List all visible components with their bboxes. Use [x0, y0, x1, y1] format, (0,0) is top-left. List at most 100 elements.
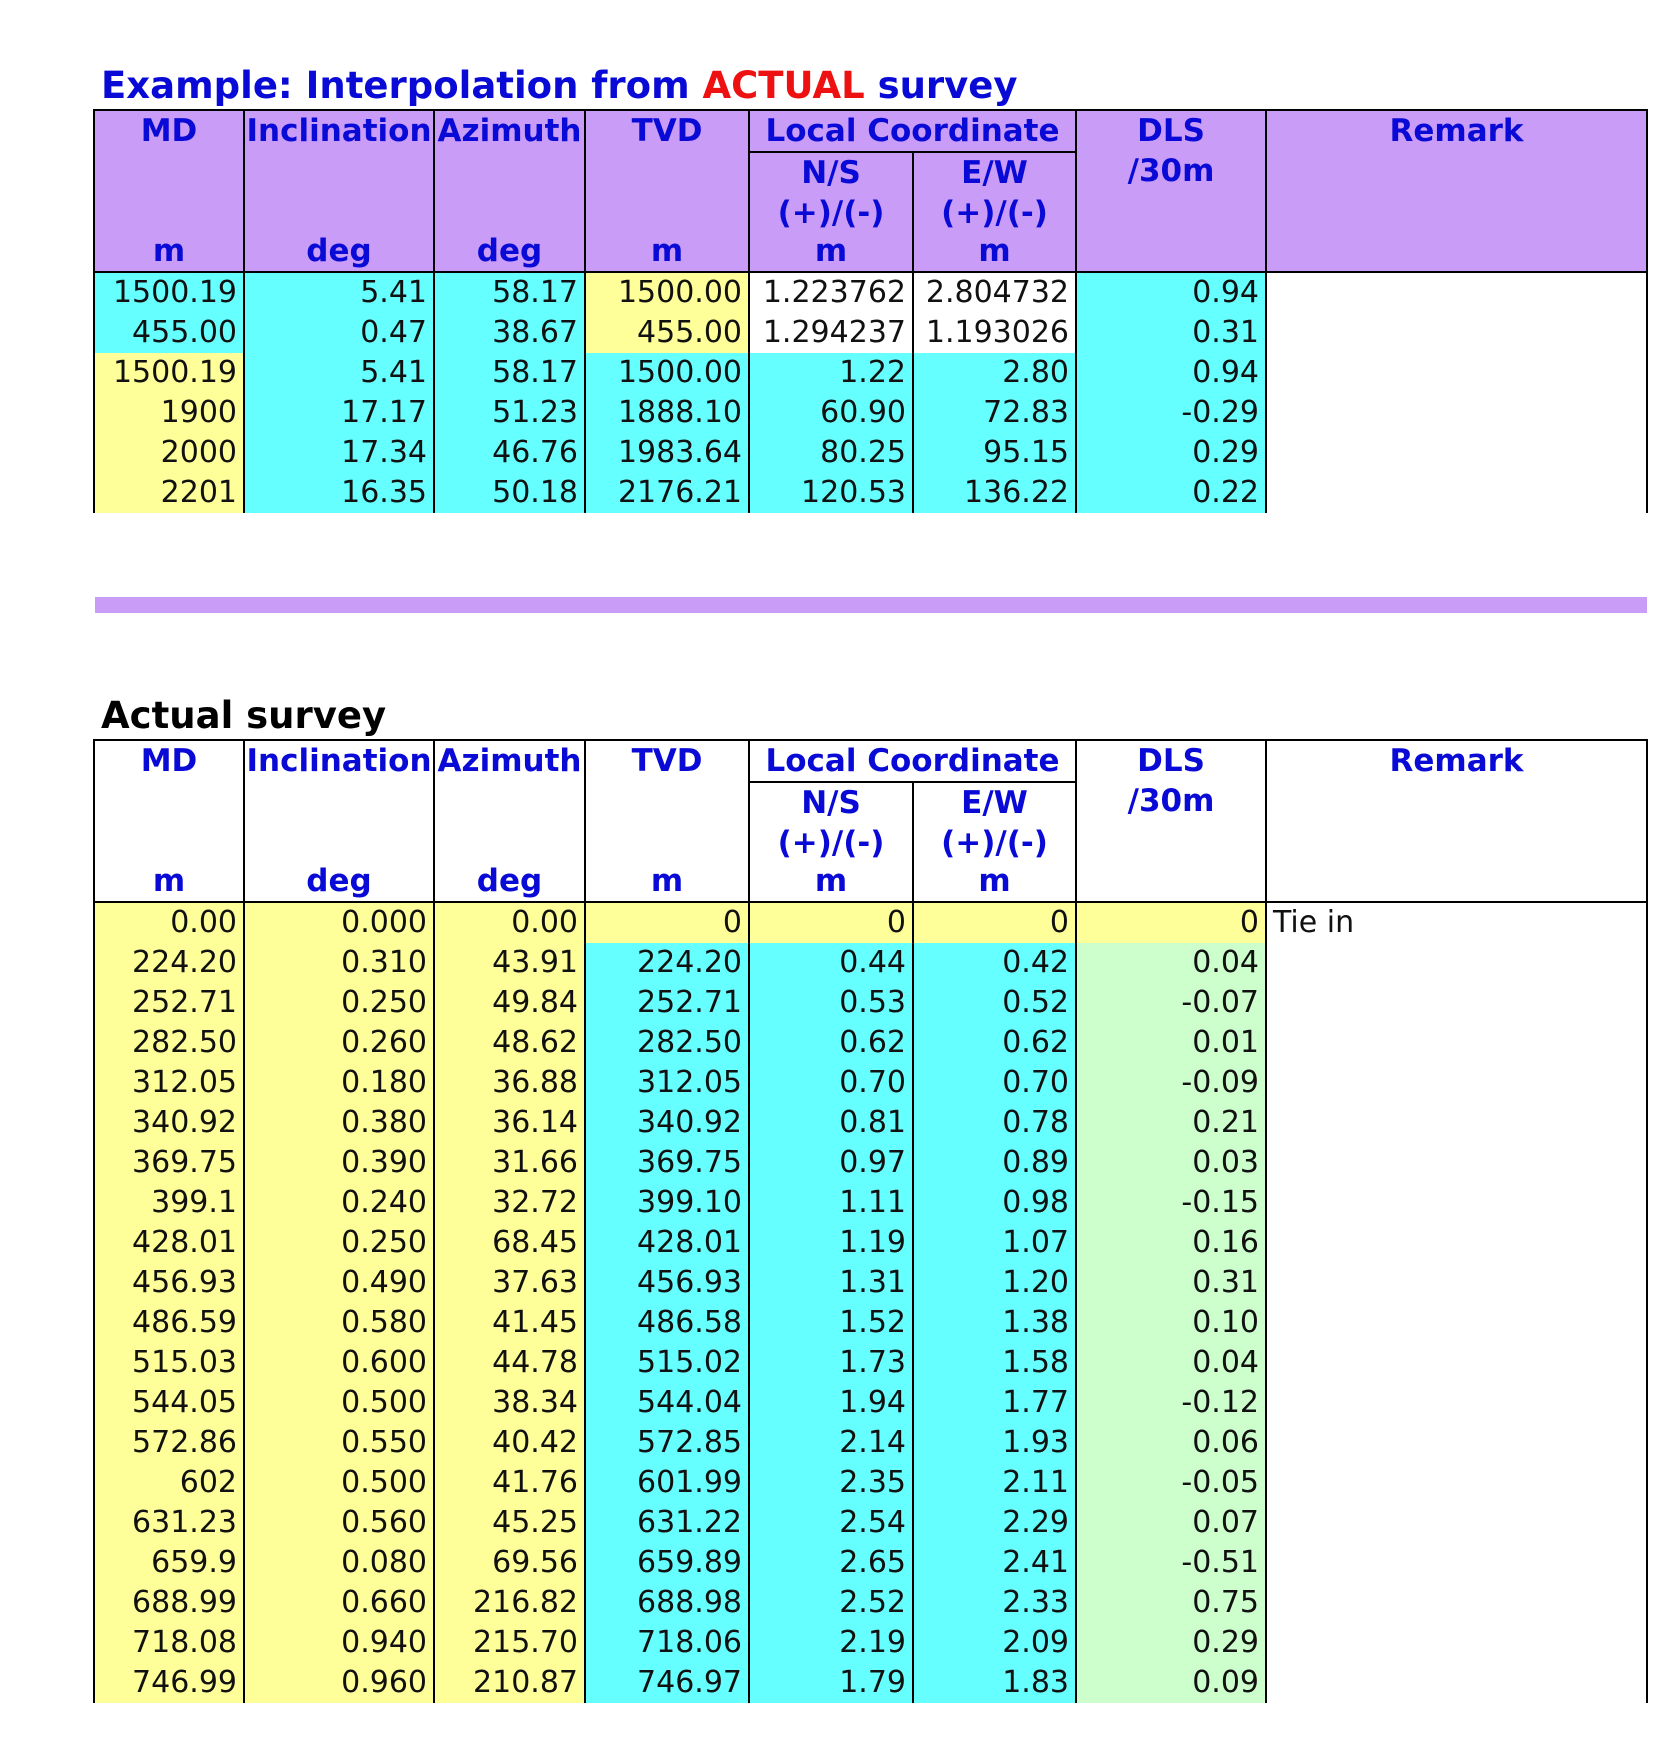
ew-cell: 1.193026	[911, 313, 1078, 353]
azimuth-cell: 41.76	[433, 1463, 586, 1503]
inclination-cell: 0.310	[243, 943, 435, 983]
tvd-cell: 659.89	[584, 1543, 750, 1583]
azimuth-cell: 36.14	[433, 1103, 586, 1143]
header-remark: Remark	[1265, 109, 1649, 273]
header-azimuth-label: Azimuth	[437, 743, 582, 779]
ew-cell: 0.62	[911, 1023, 1078, 1063]
remark-cell	[1265, 1103, 1649, 1143]
ns-cell: 0.53	[748, 983, 914, 1023]
ns-cell: 1.294237	[748, 313, 914, 353]
header-ew-label: E/W	[961, 155, 1028, 191]
ew-cell: 1.07	[911, 1223, 1078, 1263]
ew-cell: 1.58	[911, 1343, 1078, 1383]
remark-cell	[1265, 943, 1649, 983]
ns-cell: 0.62	[748, 1023, 914, 1063]
remark-cell	[1265, 1143, 1649, 1183]
header-md-unit: m	[152, 233, 186, 269]
example-interpolation-table: MD m Inclination deg Azimuth deg TVD m Local…	[93, 109, 1649, 513]
header-md-unit: m	[152, 863, 186, 899]
azimuth-cell: 40.42	[433, 1423, 586, 1463]
dls-cell: -0.51	[1075, 1543, 1268, 1583]
dls-cell: 0.31	[1075, 313, 1268, 353]
dls-cell: 0.03	[1075, 1143, 1268, 1183]
md-cell: 312.05	[93, 1063, 245, 1103]
ns-cell: 1.11	[748, 1183, 914, 1223]
table-row: 602 0.500 41.76 601.99 2.35 2.11 -0.05	[93, 1463, 1649, 1503]
inclination-cell: 0.660	[243, 1583, 435, 1623]
ew-cell: 0.52	[911, 983, 1078, 1023]
ew-cell: 0.78	[911, 1103, 1078, 1143]
azimuth-cell: 43.91	[433, 943, 586, 983]
header-ns-sign: (+)/(-)	[777, 825, 885, 861]
remark-cell	[1265, 1463, 1649, 1503]
remark-cell	[1265, 1023, 1649, 1063]
header-ns-unit: m	[814, 233, 848, 269]
dls-cell: 0.04	[1075, 943, 1268, 983]
azimuth-cell: 37.63	[433, 1263, 586, 1303]
azimuth-cell: 68.45	[433, 1223, 586, 1263]
example-section-title: Example: Interpolation from ACTUAL surve…	[101, 64, 1018, 108]
ns-cell: 0	[748, 901, 914, 943]
header-tvd-label: TVD	[631, 113, 703, 149]
ns-cell: 1.94	[748, 1383, 914, 1423]
azimuth-cell: 38.34	[433, 1383, 586, 1423]
md-cell: 224.20	[93, 943, 245, 983]
header-inclination-unit: deg	[306, 863, 372, 899]
md-cell: 1500.19	[93, 353, 245, 393]
md-cell: 544.05	[93, 1383, 245, 1423]
inclination-cell: 0.240	[243, 1183, 435, 1223]
header-azimuth-unit: deg	[476, 233, 543, 269]
header-inclination-label: Inclination	[246, 743, 432, 779]
remark-cell	[1265, 271, 1649, 313]
inclination-cell: 5.41	[243, 353, 435, 393]
dls-cell: 0.07	[1075, 1503, 1268, 1543]
table-row: 688.99 0.660 216.82 688.98 2.52 2.33 0.75	[93, 1583, 1649, 1623]
ns-cell: 1.31	[748, 1263, 914, 1303]
md-cell: 369.75	[93, 1143, 245, 1183]
md-cell: 340.92	[93, 1103, 245, 1143]
tvd-cell: 718.06	[584, 1623, 750, 1663]
header-tvd-unit: m	[650, 863, 684, 899]
table-row: 1500.19 5.41 58.17 1500.00 1.22 2.80 0.94	[93, 353, 1649, 393]
ns-cell: 0.44	[748, 943, 914, 983]
inclination-cell: 0.580	[243, 1303, 435, 1343]
md-cell: 399.1	[93, 1183, 245, 1223]
table-row: 544.05 0.500 38.34 544.04 1.94 1.77 -0.12	[93, 1383, 1649, 1423]
inclination-cell: 0.960	[243, 1663, 435, 1703]
dls-cell: 0.09	[1075, 1663, 1268, 1703]
inclination-cell: 16.35	[243, 473, 435, 513]
table-row: 369.75 0.390 31.66 369.75 0.97 0.89 0.03	[93, 1143, 1649, 1183]
dls-cell: 0.10	[1075, 1303, 1268, 1343]
header-dls-unit: /30m	[1127, 153, 1215, 189]
header-ew-unit: m	[978, 233, 1011, 269]
ns-cell: 2.65	[748, 1543, 914, 1583]
ew-cell: 2.09	[911, 1623, 1078, 1663]
table-row: 252.71 0.250 49.84 252.71 0.53 0.52 -0.07	[93, 983, 1649, 1023]
ns-cell: 0.81	[748, 1103, 914, 1143]
remark-cell	[1265, 353, 1649, 393]
remark-cell	[1265, 1543, 1649, 1583]
azimuth-cell: 41.45	[433, 1303, 586, 1343]
inclination-cell: 0.490	[243, 1263, 435, 1303]
ew-cell: 2.804732	[911, 271, 1078, 313]
inclination-cell: 0.250	[243, 983, 435, 1023]
azimuth-cell: 0.00	[433, 901, 586, 943]
azimuth-cell: 58.17	[433, 271, 586, 313]
ew-cell: 1.77	[911, 1383, 1078, 1423]
inclination-cell: 0.390	[243, 1143, 435, 1183]
ns-cell: 2.54	[748, 1503, 914, 1543]
header-md: MD m	[93, 109, 245, 273]
dls-cell: -0.05	[1075, 1463, 1268, 1503]
tvd-cell: 544.04	[584, 1383, 750, 1423]
remark-cell	[1265, 1343, 1649, 1383]
remark-cell	[1265, 1303, 1649, 1343]
md-cell: 602	[93, 1463, 245, 1503]
remark-cell	[1265, 1263, 1649, 1303]
remark-cell	[1265, 1583, 1649, 1623]
table-row: 2201 16.35 50.18 2176.21 120.53 136.22 0.22	[93, 473, 1649, 513]
table-row: 0.00 0.000 0.00 0 0 0 0 Tie in	[93, 901, 1649, 943]
header-dls: DLS/30m	[1075, 739, 1268, 903]
table-row: 572.86 0.550 40.42 572.85 2.14 1.93 0.06	[93, 1423, 1649, 1463]
ew-cell: 72.83	[911, 393, 1078, 433]
remark-cell	[1265, 1423, 1649, 1463]
